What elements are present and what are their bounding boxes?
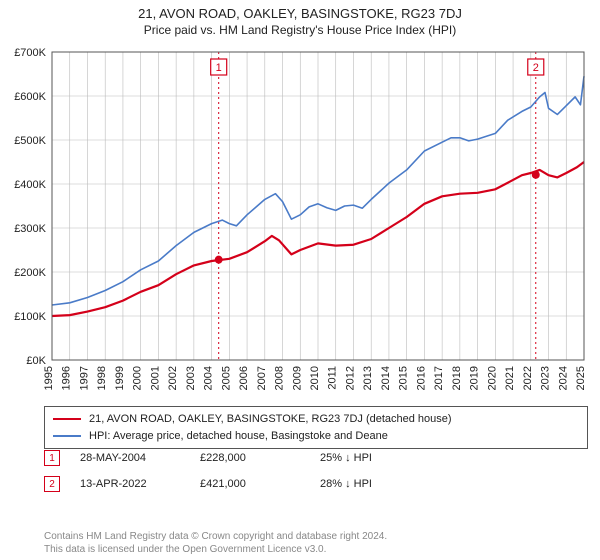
marker-badge-1: 1 xyxy=(44,450,60,466)
svg-text:2000: 2000 xyxy=(132,366,144,390)
svg-text:2006: 2006 xyxy=(238,366,250,390)
svg-text:2001: 2001 xyxy=(149,366,161,390)
footer-line-1: Contains HM Land Registry data © Crown c… xyxy=(44,530,588,543)
svg-text:2009: 2009 xyxy=(291,366,303,390)
svg-text:2005: 2005 xyxy=(220,366,232,390)
svg-text:2019: 2019 xyxy=(469,366,481,390)
svg-text:1999: 1999 xyxy=(114,366,126,390)
svg-text:2: 2 xyxy=(533,62,539,74)
transaction-price: £421,000 xyxy=(200,478,320,490)
svg-text:2013: 2013 xyxy=(362,366,374,390)
svg-text:1997: 1997 xyxy=(78,366,90,390)
svg-text:£500K: £500K xyxy=(14,135,46,147)
svg-text:2017: 2017 xyxy=(433,366,445,390)
svg-text:2018: 2018 xyxy=(451,366,463,390)
svg-text:1998: 1998 xyxy=(96,366,108,390)
svg-text:1995: 1995 xyxy=(43,366,55,390)
legend-swatch xyxy=(53,418,81,420)
page-subtitle: Price paid vs. HM Land Registry's House … xyxy=(0,21,600,37)
svg-text:£400K: £400K xyxy=(14,179,46,191)
transaction-row-1: 1 28-MAY-2004 £228,000 25% ↓ HPI xyxy=(44,450,588,466)
svg-text:2023: 2023 xyxy=(540,366,552,390)
legend-label: HPI: Average price, detached house, Basi… xyxy=(89,428,388,445)
svg-text:2002: 2002 xyxy=(167,366,179,390)
svg-text:2024: 2024 xyxy=(557,366,569,390)
legend-item: HPI: Average price, detached house, Basi… xyxy=(53,428,579,445)
svg-text:2007: 2007 xyxy=(256,366,268,390)
svg-text:2022: 2022 xyxy=(522,366,534,390)
transaction-price: £228,000 xyxy=(200,452,320,464)
svg-text:1: 1 xyxy=(216,62,222,74)
svg-text:2014: 2014 xyxy=(380,366,392,390)
price-chart: £0K£100K£200K£300K£400K£500K£600K£700K19… xyxy=(44,46,590,396)
svg-text:2025: 2025 xyxy=(575,366,587,390)
footer-attribution: Contains HM Land Registry data © Crown c… xyxy=(44,530,588,556)
footer-line-2: This data is licensed under the Open Gov… xyxy=(44,543,588,556)
svg-text:2016: 2016 xyxy=(415,366,427,390)
svg-text:2011: 2011 xyxy=(327,366,339,390)
legend-label: 21, AVON ROAD, OAKLEY, BASINGSTOKE, RG23… xyxy=(89,411,452,428)
transaction-pct: 28% ↓ HPI xyxy=(320,478,440,490)
svg-text:£600K: £600K xyxy=(14,91,46,103)
svg-text:2010: 2010 xyxy=(309,366,321,390)
legend-item: 21, AVON ROAD, OAKLEY, BASINGSTOKE, RG23… xyxy=(53,411,579,428)
svg-text:2008: 2008 xyxy=(274,366,286,390)
svg-text:£0K: £0K xyxy=(26,355,46,367)
svg-text:2021: 2021 xyxy=(504,366,516,390)
svg-text:2004: 2004 xyxy=(203,366,215,390)
page-title: 21, AVON ROAD, OAKLEY, BASINGSTOKE, RG23… xyxy=(0,0,600,21)
svg-text:£100K: £100K xyxy=(14,311,46,323)
transaction-date: 13-APR-2022 xyxy=(80,478,200,490)
svg-text:1996: 1996 xyxy=(61,366,73,390)
transaction-pct: 25% ↓ HPI xyxy=(320,452,440,464)
svg-text:2015: 2015 xyxy=(398,366,410,390)
svg-text:2012: 2012 xyxy=(344,366,356,390)
svg-text:£300K: £300K xyxy=(14,223,46,235)
svg-text:2003: 2003 xyxy=(185,366,197,390)
svg-text:2020: 2020 xyxy=(486,366,498,390)
svg-text:£700K: £700K xyxy=(14,47,46,59)
svg-text:£200K: £200K xyxy=(14,267,46,279)
marker-badge-2: 2 xyxy=(44,476,60,492)
transaction-row-2: 2 13-APR-2022 £421,000 28% ↓ HPI xyxy=(44,476,588,492)
legend-swatch xyxy=(53,435,81,437)
transaction-date: 28-MAY-2004 xyxy=(80,452,200,464)
legend-box: 21, AVON ROAD, OAKLEY, BASINGSTOKE, RG23… xyxy=(44,406,588,449)
